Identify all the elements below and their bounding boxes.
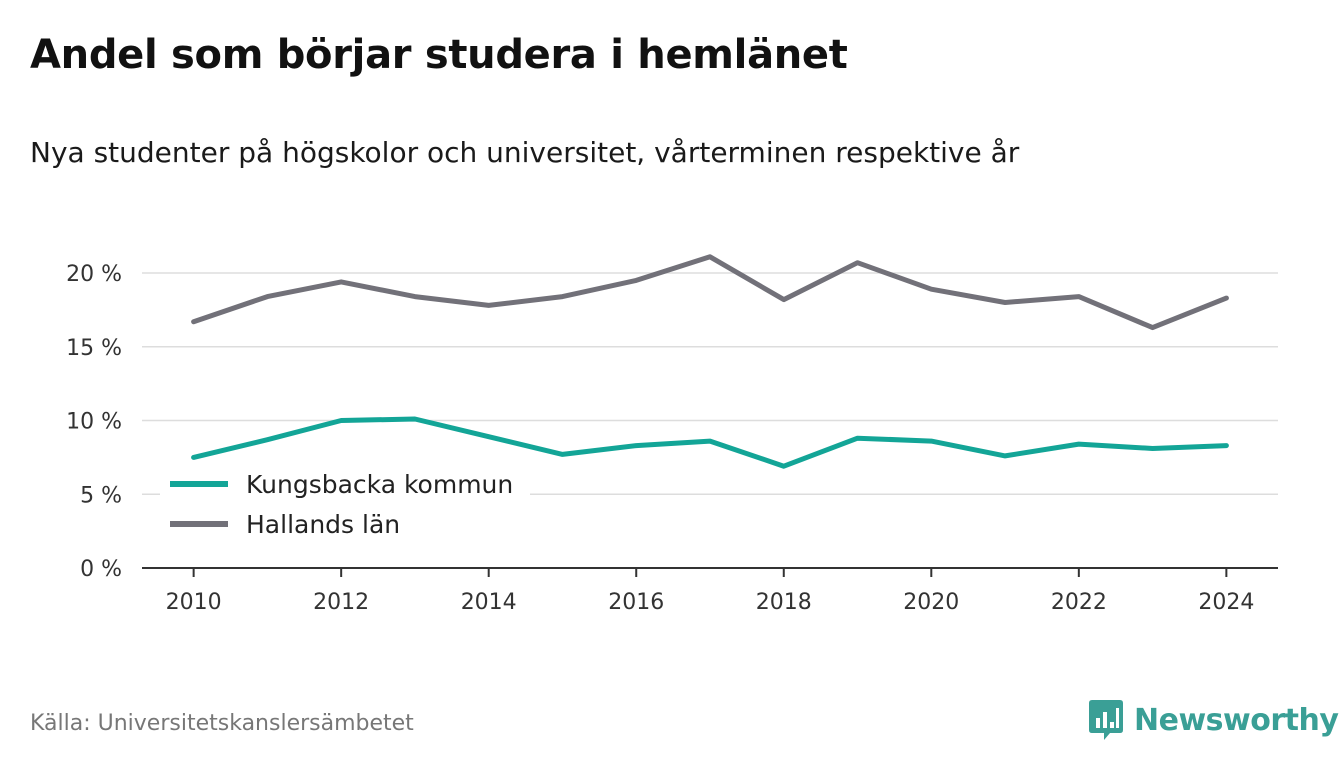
x-tick-label: 2020	[903, 590, 959, 615]
chart-subtitle: Nya studenter på högskolor och universit…	[30, 136, 1020, 169]
source-note: Källa: Universitetskanslersämbetet	[30, 711, 414, 736]
x-tick-label: 2018	[756, 590, 812, 615]
y-tick-label: 10 %	[66, 410, 122, 435]
legend-label: Kungsbacka kommun	[246, 470, 513, 499]
x-axis: 2010 2012 2014 2016 2018 2020 2022 2024	[142, 567, 1278, 615]
x-tick-label: 2022	[1051, 590, 1107, 615]
x-tick-label: 2010	[166, 590, 222, 615]
y-tick-label: 0 %	[80, 557, 122, 582]
brand-name: Newsworthy	[1134, 702, 1339, 738]
legend: Kungsbacka kommun Hallands län	[160, 462, 530, 546]
x-tick-label: 2024	[1198, 590, 1254, 615]
chart-title: Andel som börjar studera i hemlänet	[30, 32, 848, 78]
y-tick-label: 15 %	[66, 336, 122, 361]
newsworthy-logo-icon	[1089, 700, 1123, 740]
legend-label: Hallands län	[246, 510, 400, 539]
legend-background	[160, 462, 530, 546]
series-lines	[191, 254, 1229, 469]
x-tick-label: 2012	[313, 590, 369, 615]
x-tick-label: 2014	[461, 590, 517, 615]
series-line-1	[191, 254, 1229, 331]
y-tick-label: 20 %	[66, 262, 122, 287]
y-axis: 0 % 5 % 10 % 15 % 20 %	[66, 262, 122, 582]
y-tick-label: 5 %	[80, 483, 122, 508]
x-tick-label: 2016	[608, 590, 664, 615]
brand-logo: Newsworthy	[1088, 698, 1339, 742]
series-line-0	[191, 416, 1229, 469]
